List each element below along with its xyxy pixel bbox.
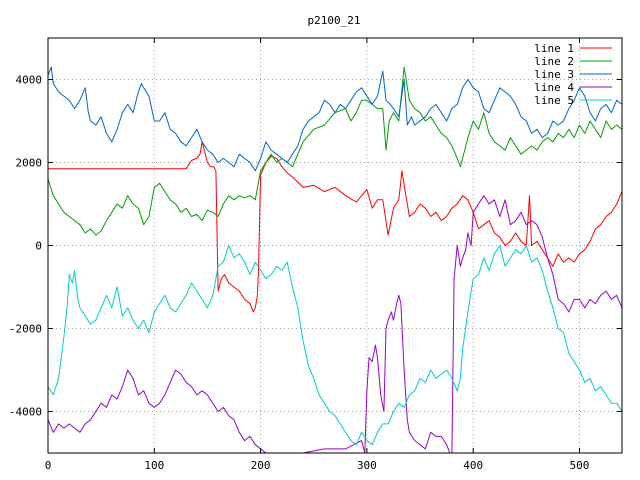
x-tick-label: 100	[144, 459, 164, 472]
x-tick-label: 400	[463, 459, 483, 472]
series-line-1	[48, 141, 622, 313]
series-line-3	[48, 66, 622, 172]
y-tick-label: 2000	[16, 157, 43, 170]
y-tick-label: 4000	[16, 74, 43, 87]
series-line-2	[48, 66, 622, 236]
legend-label-1: line 1	[534, 42, 574, 55]
legend-label-3: line 3	[534, 68, 574, 81]
x-tick-labels: 0 100 200 300 400 500	[45, 459, 590, 472]
legend-label-4: line 4	[534, 81, 574, 94]
y-tick-label: -4000	[9, 406, 42, 419]
tick-marks	[47, 38, 622, 453]
series-line-5	[48, 245, 622, 446]
x-tick-label: 300	[357, 459, 377, 472]
series-line-4	[48, 195, 622, 453]
y-tick-labels: -4000 -2000 0 2000 4000	[9, 74, 42, 419]
y-tick-label: -2000	[9, 323, 42, 336]
legend-label-5: line 5	[534, 94, 574, 107]
series-layer	[48, 66, 622, 453]
x-tick-label: 0	[45, 459, 52, 472]
x-tick-label: 500	[570, 459, 590, 472]
legend-label-2: line 2	[534, 55, 574, 68]
chart-title: p2100_21	[308, 14, 361, 27]
y-tick-label: 0	[35, 240, 42, 253]
x-tick-label: 200	[251, 459, 271, 472]
